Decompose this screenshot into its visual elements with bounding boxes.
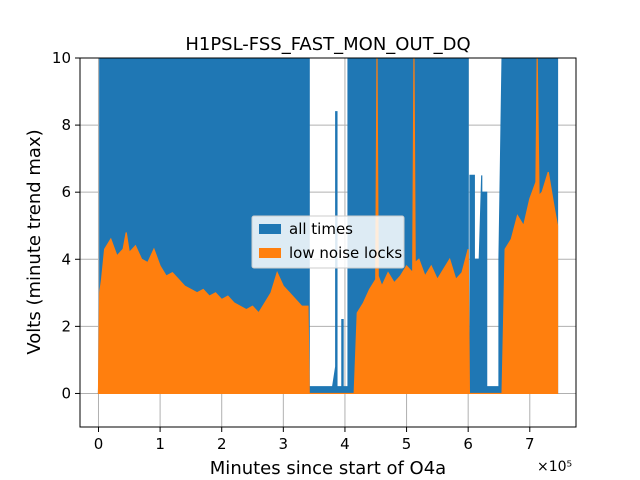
y-tick-label-3: 6 <box>61 183 71 201</box>
y-tick-label-5: 10 <box>52 49 71 67</box>
y-tick-label-4: 8 <box>61 116 71 134</box>
chart-title: H1PSL-FSS_FAST_MON_OUT_DQ <box>185 34 470 55</box>
y-tick-label-2: 4 <box>61 250 71 268</box>
y-axis-label: Volts (minute trend max) <box>24 129 45 354</box>
y-axis: 0 2 4 6 8 10 <box>52 49 80 402</box>
legend: all times low noise locks <box>251 215 405 269</box>
x-tick-label-4: 4 <box>340 435 350 453</box>
legend-label-all-times: all times <box>289 220 353 238</box>
x-tick-label-3: 3 <box>279 435 289 453</box>
x-axis-multiplier: ×10⁵ <box>537 459 572 475</box>
x-axis: 0 1 2 3 4 5 6 7 <box>94 427 535 453</box>
x-tick-label-1: 1 <box>155 435 165 453</box>
x-tick-label-6: 6 <box>463 435 473 453</box>
x-tick-label-2: 2 <box>217 435 227 453</box>
legend-swatch-all-times <box>259 224 281 234</box>
legend-label-low-noise-locks: low noise locks <box>289 244 402 262</box>
plot-frame <box>79 57 577 428</box>
legend-swatch-low-noise-locks <box>259 248 281 258</box>
x-axis-label: Minutes since start of O4a <box>210 458 446 479</box>
y-tick-label-1: 2 <box>61 317 71 335</box>
series-layer <box>97 58 559 395</box>
legend-box <box>251 215 405 269</box>
series-area-low-noise-locks <box>97 58 559 395</box>
x-tick-label-5: 5 <box>402 435 412 453</box>
y-tick-label-0: 0 <box>61 384 71 402</box>
x-tick-label-0: 0 <box>94 435 104 453</box>
x-tick-label-7: 7 <box>525 435 535 453</box>
